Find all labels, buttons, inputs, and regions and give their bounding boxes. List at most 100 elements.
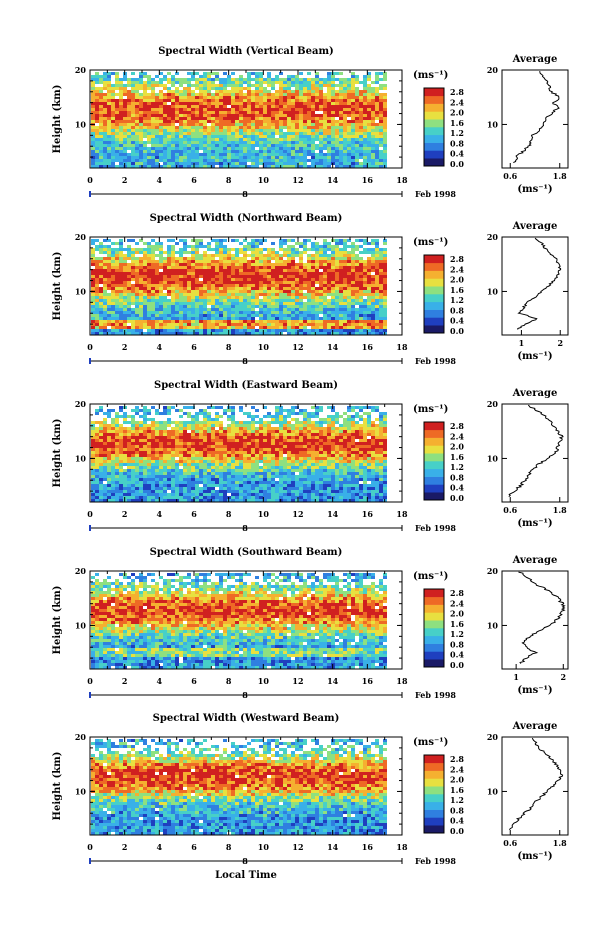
heatmap-cell (283, 239, 287, 242)
heatmap-cell (379, 138, 383, 141)
heatmap-cell (175, 263, 179, 266)
heatmap-cell (135, 326, 139, 329)
heatmap-cell (251, 126, 255, 129)
heatmap-cell (319, 126, 323, 129)
heatmap-cell (183, 120, 187, 123)
heatmap-cell (103, 499, 107, 502)
heatmap-cell (107, 99, 111, 102)
heatmap-cell (167, 87, 171, 90)
heatmap-cell (255, 287, 259, 290)
heatmap-cell (259, 248, 263, 251)
heatmap-cell (127, 466, 131, 469)
heatmap-cell (259, 329, 263, 332)
heatmap-cell (267, 72, 271, 75)
heatmap-cell (235, 320, 239, 323)
heatmap-cell (211, 126, 215, 129)
heatmap-cell (191, 239, 195, 242)
heatmap-cell (199, 90, 203, 93)
heatmap-cell (91, 454, 95, 457)
heatmap-cell (99, 311, 103, 314)
heatmap-cell (131, 269, 135, 272)
heatmap-cell (203, 302, 207, 305)
heatmap-cell (303, 302, 307, 305)
heatmap-cell (327, 311, 331, 314)
heatmap-cell (355, 87, 359, 90)
heatmap-cell (199, 120, 203, 123)
heatmap-cell (335, 132, 339, 135)
heatmap-cell (259, 123, 263, 126)
heatmap-cell (179, 105, 183, 108)
heatmap-cell (295, 78, 299, 81)
heatmap-cell (131, 126, 135, 129)
heatmap-cell (167, 239, 171, 242)
heatmap-cell (283, 275, 287, 278)
heatmap-cell (111, 463, 115, 466)
heatmap-cell (267, 266, 271, 269)
heatmap-cell (267, 96, 271, 99)
heatmap-cell (131, 78, 135, 81)
heatmap-cell (195, 314, 199, 317)
heatmap-cell (375, 311, 379, 314)
heatmap-cell (299, 299, 303, 302)
heatmap-cell (191, 126, 195, 129)
heatmap-cell (143, 269, 147, 272)
heatmap-cell (359, 93, 363, 96)
heatmap-cell (259, 90, 263, 93)
heatmap-cell (179, 275, 183, 278)
heatmap-cell (215, 242, 219, 245)
heatmap-cell (119, 84, 123, 87)
heatmap-cell (191, 84, 195, 87)
heatmap-cell (355, 287, 359, 290)
heatmap-cell (207, 302, 211, 305)
heatmap-cell (163, 281, 167, 284)
heatmap-cell (127, 299, 131, 302)
heatmap-cell (303, 305, 307, 308)
heatmap-cell (263, 257, 267, 260)
heatmap-cell (339, 165, 343, 168)
heatmap-cell (191, 72, 195, 75)
heatmap-cell (211, 287, 215, 290)
heatmap-cell (283, 284, 287, 287)
heatmap-cell (227, 114, 231, 117)
heatmap-cell (91, 460, 95, 463)
heatmap-cell (95, 72, 99, 75)
heatmap-cell (307, 299, 311, 302)
heatmap-cell (167, 144, 171, 147)
heatmap-cell (203, 326, 207, 329)
heatmap-cell (111, 150, 115, 153)
heatmap-cell (215, 75, 219, 78)
heatmap-cell (335, 129, 339, 132)
heatmap-cell (171, 284, 175, 287)
heatmap-cell (95, 326, 99, 329)
heatmap-cell (227, 308, 231, 311)
heatmap-cell (287, 239, 291, 242)
heatmap-cell (223, 299, 227, 302)
heatmap-cell (355, 257, 359, 260)
heatmap-cell (115, 248, 119, 251)
heatmap-cell (295, 108, 299, 111)
heatmap-cell (223, 99, 227, 102)
heatmap-cell (323, 105, 327, 108)
heatmap-cell (167, 159, 171, 162)
heatmap-cell (119, 469, 123, 472)
heatmap-cell (155, 326, 159, 329)
heatmap-cell (263, 108, 267, 111)
heatmap-cell (211, 120, 215, 123)
heatmap-cell (247, 302, 251, 305)
heatmap-cell (235, 329, 239, 332)
heatmap-cell (151, 275, 155, 278)
heatmap-cell (319, 323, 323, 326)
heatmap-cell (275, 308, 279, 311)
heatmap-cell (347, 156, 351, 159)
heatmap-cell (275, 123, 279, 126)
heatmap-cell (175, 302, 179, 305)
heatmap-cell (171, 323, 175, 326)
heatmap-cell (127, 278, 131, 281)
heatmap-cell (139, 117, 143, 120)
heatmap-cell (255, 132, 259, 135)
heatmap-cell (127, 117, 131, 120)
heatmap-cell (287, 257, 291, 260)
heatmap-cell (175, 266, 179, 269)
heatmap-cell (351, 266, 355, 269)
heatmap-cell (191, 96, 195, 99)
